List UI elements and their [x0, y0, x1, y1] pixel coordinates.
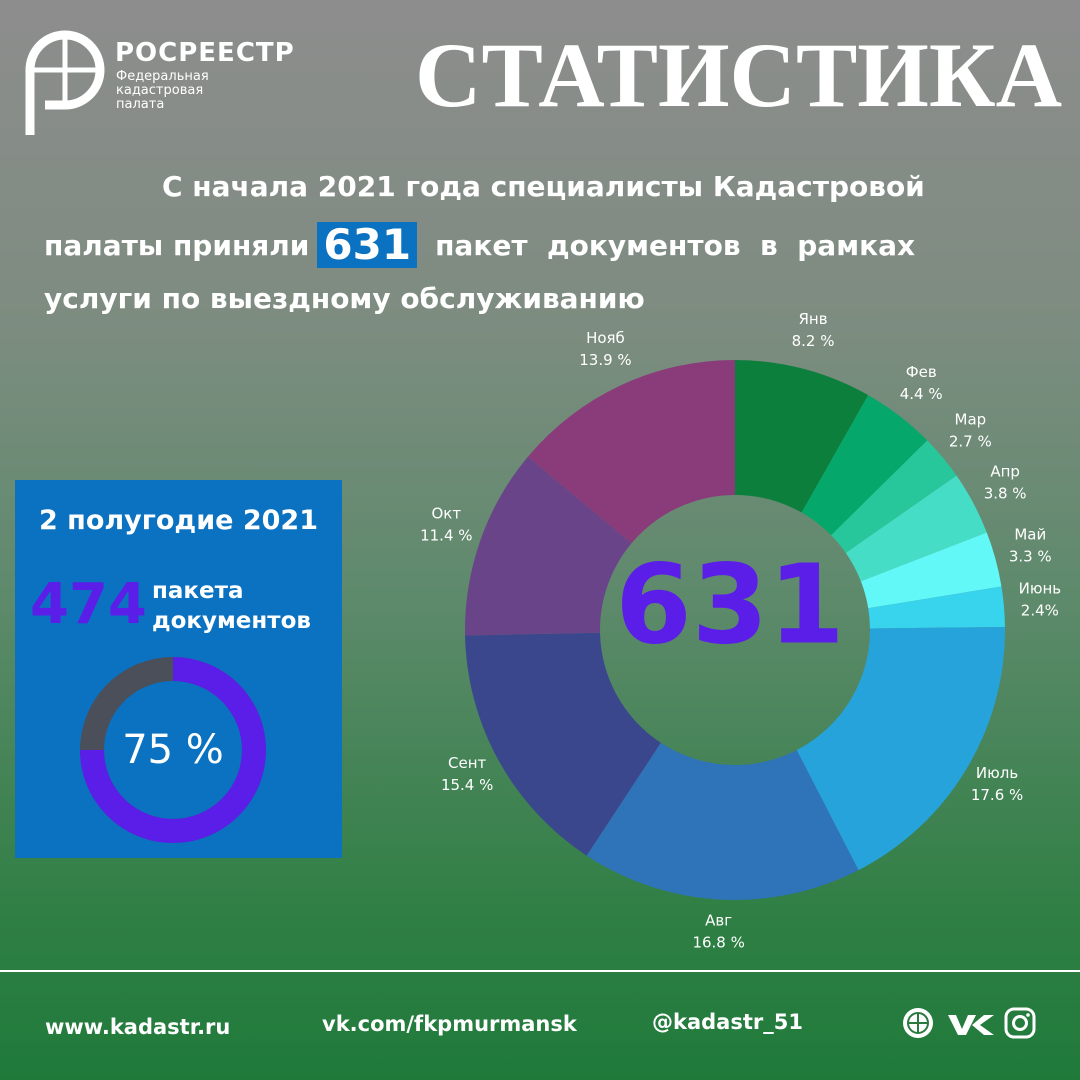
web-icon[interactable]: [903, 1008, 933, 1038]
vk-icon[interactable]: [948, 1015, 994, 1035]
panel-count: 474: [30, 572, 147, 637]
slice: [465, 456, 632, 636]
slice-value: 3.3 %: [1009, 548, 1052, 566]
slice-label: Июнь: [1019, 580, 1062, 598]
social-icons: [903, 1007, 1036, 1039]
slice-label: Апр: [990, 462, 1020, 480]
slice: [831, 440, 957, 553]
slice-label: Нояб: [586, 329, 625, 347]
slice-value: 3.8 %: [984, 484, 1027, 502]
footer-link[interactable]: @kadastr_51: [652, 1010, 803, 1034]
slice-value: 2.4%: [1021, 602, 1059, 620]
intro-text: палаты приняли: [44, 228, 310, 262]
slice: [845, 475, 987, 582]
slice-label: Окт: [432, 505, 462, 523]
org-sub: Федеральная кадастровая палата: [116, 70, 209, 112]
org-sub-line: палата: [116, 97, 165, 112]
logo: [25, 30, 105, 135]
org-name: РОСРЕЕСТР: [115, 38, 295, 68]
slice-value: 4.4 %: [900, 385, 943, 403]
org-sub-line: кадастровая: [116, 83, 204, 98]
intro-line: услуги по выездному обслуживанию: [44, 282, 645, 315]
intro-highlight: 631: [317, 222, 418, 268]
intro-line: палаты приняли 631 пакет документов в ра…: [44, 222, 1034, 268]
slice: [527, 360, 735, 544]
slice: [860, 532, 1002, 609]
intro-line: С начала 2021 года специалисты Кадастров…: [162, 170, 925, 203]
slice-value: 15.4 %: [441, 776, 493, 794]
footer-link[interactable]: www.kadastr.ru: [45, 1015, 231, 1039]
slice-label: Май: [1014, 526, 1046, 544]
slice-label: Янв: [798, 310, 827, 328]
footer-rule: [0, 970, 1080, 972]
slice: [465, 632, 661, 856]
slice-value: 16.8 %: [692, 934, 744, 952]
slice-label: Авг: [705, 912, 732, 930]
slice: [735, 360, 869, 513]
slice-value: 8.2 %: [792, 332, 835, 350]
gauge-label: 75 %: [122, 727, 224, 773]
slice-value: 2.7 %: [949, 432, 992, 450]
slice: [868, 586, 1005, 629]
panel-title: 2 полугодие 2021: [38, 505, 318, 536]
slice-value: 11.4 %: [420, 527, 472, 545]
slice-label: Сент: [448, 754, 487, 772]
slice-label: Мар: [955, 410, 987, 428]
page-title: СТАТИСТИКА: [415, 24, 1063, 126]
slice-value: 17.6 %: [971, 786, 1023, 804]
gauge-value: [80, 657, 266, 843]
slice-label: Июль: [976, 764, 1018, 782]
slice: [801, 395, 928, 536]
center-label: 631: [615, 540, 845, 668]
panel-unit: пакета документов: [152, 576, 311, 636]
footer-link[interactable]: vk.com/fkpmurmansk: [322, 1012, 577, 1036]
intro-text: пакет документов в рамках: [435, 228, 916, 262]
panel-unit-line: пакета: [152, 578, 244, 604]
gauge: 75 %: [80, 657, 266, 843]
instagram-icon[interactable]: [1004, 1007, 1036, 1039]
slice: [586, 742, 859, 900]
slice-value: 13.9 %: [579, 351, 631, 369]
slice-label: Фев: [906, 363, 937, 381]
org-sub-line: Федеральная: [116, 69, 209, 84]
slice: [796, 627, 1006, 871]
panel-unit-line: документов: [152, 608, 311, 634]
